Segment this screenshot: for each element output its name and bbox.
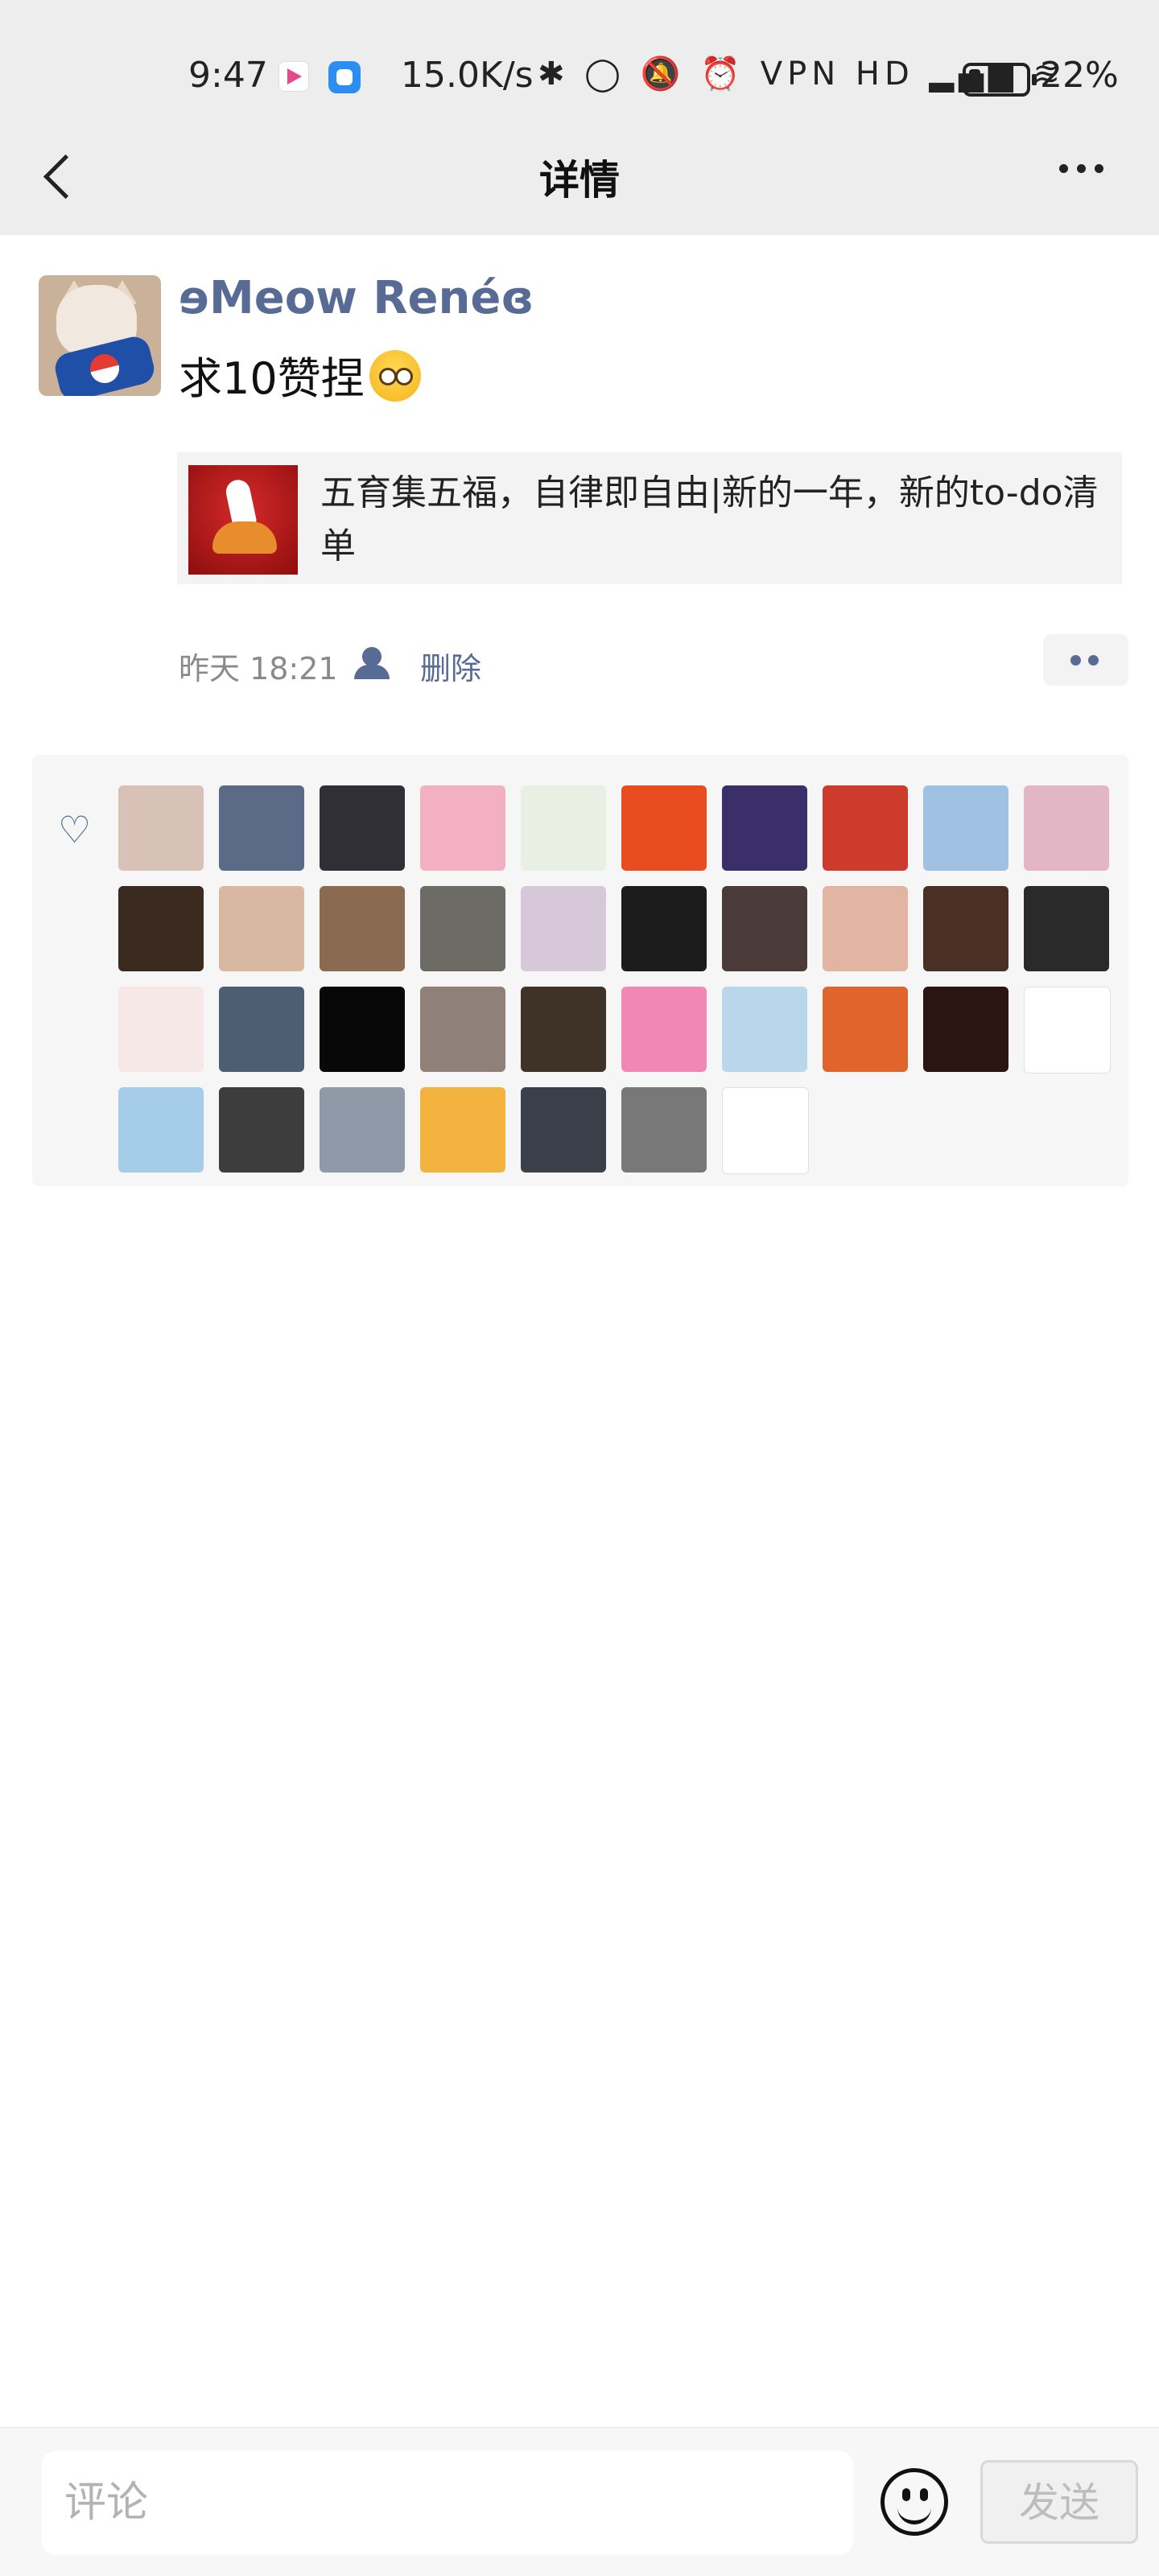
shared-link-card[interactable]: 五育集五福，自律即自由|新的一年，新的to-do清单 (177, 452, 1122, 584)
avatar-35[interactable] (521, 1087, 606, 1173)
avatar-36[interactable] (621, 1087, 707, 1173)
post-text-content: 求10赞捏 (179, 353, 365, 404)
likes-panel: ♡ (32, 755, 1128, 1186)
more-options-icon[interactable] (1059, 161, 1116, 185)
top-bar: 9:47 15.0K/s ✱ ◯ 🔕 ⏰ VPN HD ▂▄▆ ≋ 22% 详情 (0, 0, 1159, 235)
avatar-34[interactable] (420, 1087, 505, 1173)
avatar-25[interactable] (521, 987, 606, 1072)
avatar-23[interactable] (320, 987, 405, 1072)
shared-link-title: 五育集五福，自律即自由|新的一年，新的to-do清单 (320, 472, 1099, 567)
status-bar: 9:47 15.0K/s ✱ ◯ 🔕 ⏰ VPN HD ▂▄▆ ≋ 22% (0, 50, 1159, 106)
avatar-17[interactable] (722, 886, 807, 971)
author-avatar[interactable] (39, 275, 161, 396)
avatar-10[interactable] (1024, 785, 1109, 871)
avatar-7[interactable] (722, 785, 807, 871)
avatar-1[interactable] (118, 785, 204, 871)
avatar-26[interactable] (621, 987, 707, 1072)
pleading-face-emoji-icon (369, 350, 421, 402)
avatar-27[interactable] (722, 987, 807, 1072)
post-text: 求10赞捏 (179, 343, 421, 406)
avatar-4[interactable] (420, 785, 505, 871)
avatar-3[interactable] (320, 785, 405, 871)
avatar-29[interactable] (923, 987, 1008, 1072)
author-name[interactable]: ɘMeow Renéɞ (179, 272, 534, 324)
video-app-icon (278, 61, 309, 92)
avatar-13[interactable] (320, 886, 405, 971)
avatar-9[interactable] (923, 785, 1008, 871)
avatar-12[interactable] (219, 886, 304, 971)
avatar-2[interactable] (219, 785, 304, 871)
avatar-8[interactable] (823, 785, 908, 871)
avatar-20[interactable] (1024, 886, 1109, 971)
avatar-11[interactable] (118, 886, 204, 971)
avatar-28[interactable] (823, 987, 908, 1072)
emoji-smile-icon[interactable] (881, 2468, 948, 2536)
battery-icon (963, 63, 1037, 97)
avatar-37[interactable] (722, 1087, 809, 1174)
visibility-person-icon (351, 647, 394, 679)
avatar-5[interactable] (521, 785, 606, 871)
avatar-33[interactable] (320, 1087, 405, 1173)
comment-input[interactable] (42, 2450, 853, 2555)
avatar-18[interactable] (823, 886, 908, 971)
post-actions-button[interactable] (1043, 634, 1128, 686)
battery-percent: 22% (1040, 55, 1119, 96)
page-title: 详情 (539, 157, 620, 204)
avatar-31[interactable] (118, 1087, 204, 1173)
avatar-15[interactable] (521, 886, 606, 971)
avatar-24[interactable] (420, 987, 505, 1072)
comment-bar: 发送 (0, 2427, 1159, 2576)
network-speed: 15.0K/s (401, 55, 534, 96)
avatar-30[interactable] (1024, 987, 1111, 1074)
avatar-6[interactable] (621, 785, 707, 871)
delete-link[interactable]: 删除 (420, 651, 482, 686)
status-time: 9:47 (188, 55, 268, 96)
heart-icon: ♡ (58, 808, 92, 851)
avatar-16[interactable] (621, 886, 707, 971)
chat-app-icon (328, 61, 361, 93)
avatar-14[interactable] (420, 886, 505, 971)
avatar-21[interactable] (118, 987, 204, 1072)
avatar-22[interactable] (219, 987, 304, 1072)
avatar-32[interactable] (219, 1087, 304, 1173)
shared-link-thumbnail (188, 465, 298, 575)
post-time: 昨天 18:21 (179, 651, 338, 686)
avatar-19[interactable] (923, 886, 1008, 971)
send-button[interactable]: 发送 (980, 2460, 1138, 2544)
nav-bar: 详情 (0, 142, 1159, 209)
